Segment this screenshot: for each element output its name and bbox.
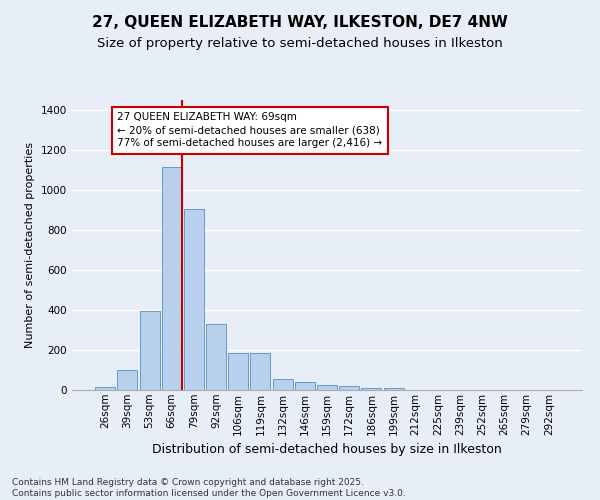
Bar [339, 386, 359, 390]
Bar [184, 209, 204, 390]
Bar [272, 379, 293, 390]
Bar [317, 385, 337, 390]
X-axis label: Distribution of semi-detached houses by size in Ilkeston: Distribution of semi-detached houses by … [152, 443, 502, 456]
Bar [95, 387, 115, 390]
Text: 27, QUEEN ELIZABETH WAY, ILKESTON, DE7 4NW: 27, QUEEN ELIZABETH WAY, ILKESTON, DE7 4… [92, 15, 508, 30]
Text: Contains HM Land Registry data © Crown copyright and database right 2025.
Contai: Contains HM Land Registry data © Crown c… [12, 478, 406, 498]
Text: Size of property relative to semi-detached houses in Ilkeston: Size of property relative to semi-detach… [97, 38, 503, 51]
Bar [206, 324, 226, 390]
Bar [228, 353, 248, 390]
Bar [118, 370, 137, 390]
Bar [383, 388, 404, 390]
Bar [162, 167, 182, 390]
Text: 27 QUEEN ELIZABETH WAY: 69sqm
← 20% of semi-detached houses are smaller (638)
77: 27 QUEEN ELIZABETH WAY: 69sqm ← 20% of s… [118, 112, 382, 148]
Bar [250, 353, 271, 390]
Bar [361, 388, 382, 390]
Bar [295, 382, 315, 390]
Y-axis label: Number of semi-detached properties: Number of semi-detached properties [25, 142, 35, 348]
Bar [140, 311, 160, 390]
